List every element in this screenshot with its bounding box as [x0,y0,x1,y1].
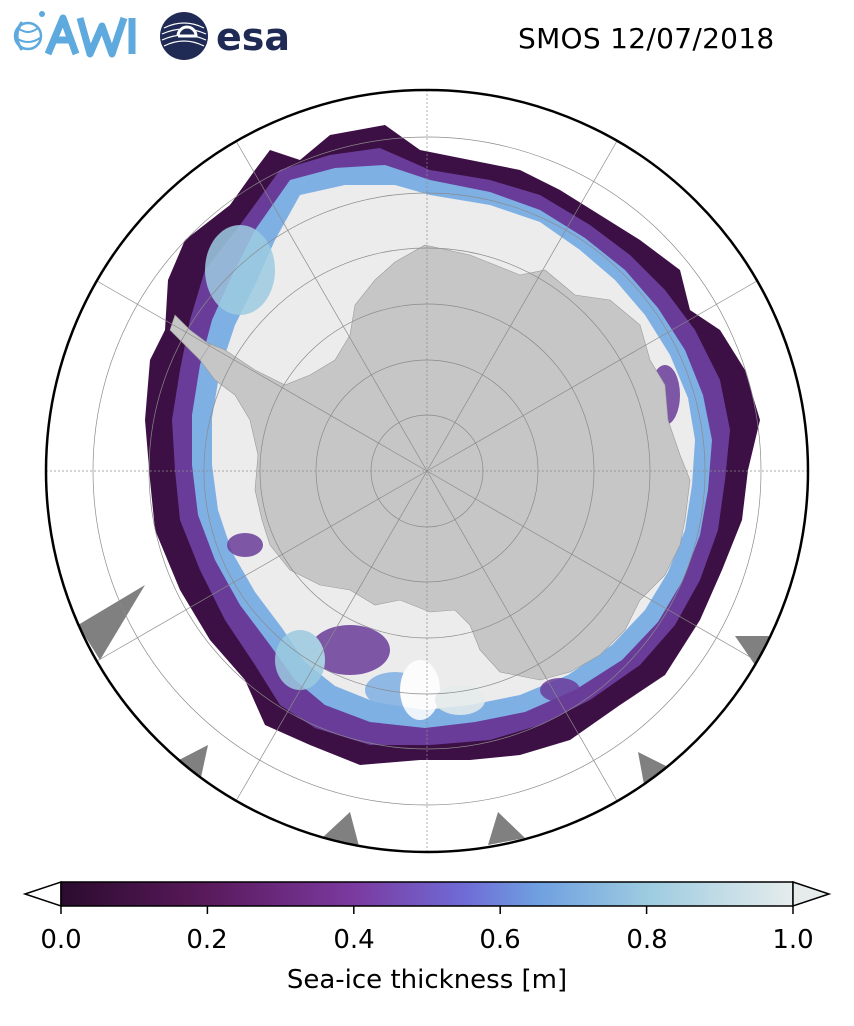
colorbar-tick-4: 0.8 [626,925,668,955]
awi-logo [13,11,136,58]
colorbar-tick-5: 1.0 [772,925,814,955]
logo-bar: esa [0,0,320,70]
colorbar-extend-high [792,880,832,908]
map-boundary [44,88,810,854]
colorbar-extend-low [22,880,62,908]
graticule [46,90,808,852]
map-title: SMOS 12/07/2018 [518,22,775,55]
colorbar-tick-2: 0.4 [333,925,375,955]
colorbar-tick-0: 0.0 [40,925,82,955]
colorbar-gradient [60,881,794,907]
antarctic-peninsula [169,314,211,361]
antarctic-map [44,88,810,854]
svg-text:esa: esa [216,15,290,59]
colorbar-tick-1: 0.2 [186,925,228,955]
colorbar-tick-3: 0.6 [479,925,521,955]
antarctica-land [184,244,691,681]
colorbar-label: Sea-ice thickness [m] [286,965,568,995]
colorbar [22,880,832,914]
esa-logo: esa [160,12,290,60]
